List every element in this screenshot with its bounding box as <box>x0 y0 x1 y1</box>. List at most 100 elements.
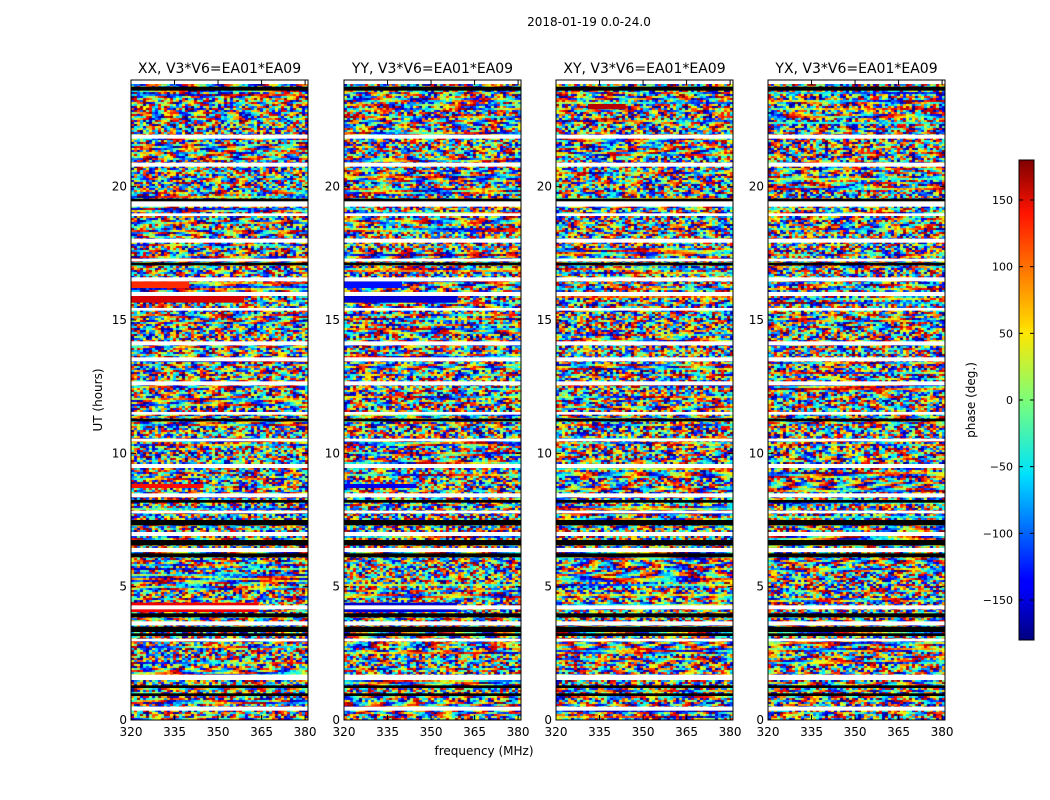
flagged-band <box>556 357 733 362</box>
x-tick-label: 380 <box>507 725 530 739</box>
x-tick-label: 365 <box>250 725 273 739</box>
flagged-band <box>131 493 308 498</box>
flagged-band <box>344 493 521 498</box>
black-band <box>768 520 945 526</box>
x-axis-label: frequency (MHz) <box>434 744 533 758</box>
black-band <box>131 198 308 203</box>
black-band <box>131 500 308 503</box>
flagged-band <box>131 621 308 626</box>
black-band <box>344 262 521 266</box>
colorbar-tick-label: −100 <box>983 527 1013 540</box>
y-tick-label: 10 <box>749 446 764 460</box>
flagged-band <box>768 605 945 610</box>
flagged-band <box>768 621 945 626</box>
flagged-band <box>556 532 733 536</box>
black-band <box>556 500 733 503</box>
flagged-band <box>768 201 945 207</box>
flagged-band <box>768 238 945 243</box>
flagged-band <box>768 412 945 415</box>
y-tick-label: 5 <box>756 580 764 594</box>
black-band <box>344 693 521 696</box>
flagged-band <box>344 341 521 346</box>
x-tick-label: 320 <box>333 725 356 739</box>
colorbar: 150 100 50 0 −50 −100 −150 phase (deg.) <box>964 159 1035 641</box>
black-band <box>556 685 733 688</box>
panel-frame <box>555 79 734 721</box>
flagged-band <box>556 548 733 552</box>
flagged-band <box>344 292 521 296</box>
black-band <box>556 553 733 558</box>
flagged-band <box>768 134 945 139</box>
flagged-band <box>556 134 733 139</box>
black-band <box>556 418 733 422</box>
panel-xy: XY, V3*V6=EA01*EA09 320 335 350 365 380 0 5 10 15… <box>537 61 742 739</box>
flagged-band <box>556 201 733 207</box>
y-tick-label: 10 <box>325 446 340 460</box>
flagged-band <box>768 292 945 296</box>
x-tick-label: 350 <box>844 725 867 739</box>
black-band <box>556 633 733 636</box>
black-band <box>344 86 521 91</box>
flagged-band <box>131 201 308 207</box>
coherent-phase-band <box>131 293 245 303</box>
panel-frame <box>343 79 522 721</box>
x-tick-label: 350 <box>207 725 230 739</box>
flagged-band <box>556 292 733 296</box>
y-tick-label: 0 <box>756 713 764 727</box>
flagged-band <box>768 277 945 282</box>
coherent-phase-band <box>131 281 190 288</box>
flagged-band <box>768 357 945 362</box>
flagged-band <box>556 80 733 84</box>
black-band <box>556 86 733 91</box>
flagged-band <box>556 706 733 711</box>
y-tick-label: 15 <box>112 313 127 327</box>
y-tick-label: 20 <box>325 180 340 194</box>
flagged-band <box>344 277 521 282</box>
flagged-band <box>131 341 308 346</box>
flagged-band <box>131 674 308 680</box>
flagged-band <box>344 674 521 680</box>
flagged-band <box>344 438 521 442</box>
black-band <box>556 693 733 696</box>
y-tick-label: 15 <box>325 313 340 327</box>
black-band <box>768 626 945 632</box>
panel-yx: YX, V3*V6=EA01*EA09 320 335 350 365 380 0 5 10 15… <box>749 61 954 739</box>
flagged-band <box>768 308 945 311</box>
flagged-band <box>131 357 308 362</box>
black-band <box>768 693 945 696</box>
y-tick-label: 20 <box>112 180 127 194</box>
black-band <box>131 262 308 266</box>
y-tick-label: 5 <box>544 580 552 594</box>
flagged-band <box>768 548 945 552</box>
panel-frame <box>130 79 309 721</box>
x-tick-label: 365 <box>887 725 910 739</box>
y-tick-label: 0 <box>544 713 552 727</box>
flagged-band <box>768 438 945 442</box>
flagged-band <box>344 605 521 610</box>
black-band <box>344 626 521 632</box>
flagged-band <box>768 493 945 498</box>
flagged-band <box>131 134 308 139</box>
black-band <box>556 198 733 203</box>
panel-title: XX, V3*V6=EA01*EA09 <box>138 61 301 77</box>
flagged-band <box>556 381 733 386</box>
flagged-band <box>556 258 733 262</box>
black-band <box>768 553 945 558</box>
flagged-band <box>344 532 521 536</box>
x-tick-label: 320 <box>545 725 568 739</box>
y-tick-label: 5 <box>119 580 127 594</box>
x-tick-label: 335 <box>588 725 611 739</box>
black-band <box>768 633 945 636</box>
flagged-band <box>131 605 308 610</box>
black-band <box>344 520 521 526</box>
flagged-band <box>344 638 521 642</box>
black-band <box>131 540 308 546</box>
flagged-band <box>344 621 521 626</box>
flagged-band <box>768 532 945 536</box>
flagged-band <box>556 213 733 216</box>
coherent-phase-band <box>344 281 403 288</box>
black-band <box>768 685 945 688</box>
flagged-band <box>768 638 945 642</box>
y-axis-label: UT (hours) <box>91 368 105 431</box>
flagged-band <box>131 412 308 415</box>
